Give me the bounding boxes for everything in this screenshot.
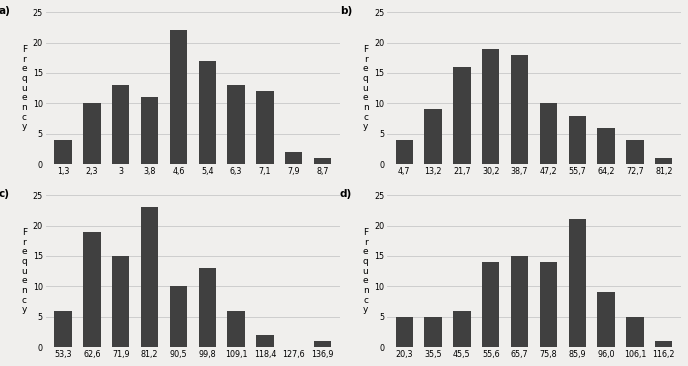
Bar xyxy=(256,91,274,164)
Bar xyxy=(227,311,245,347)
Bar xyxy=(54,140,72,164)
Bar xyxy=(227,85,245,164)
Bar xyxy=(626,140,643,164)
Bar xyxy=(141,207,158,347)
Y-axis label: F
r
e
q
u
e
n
c
y: F r e q u e n c y xyxy=(21,228,28,314)
Y-axis label: F
r
e
q
u
e
n
c
y: F r e q u e n c y xyxy=(363,228,369,314)
Bar xyxy=(568,116,586,164)
Bar xyxy=(540,262,557,347)
Bar xyxy=(396,140,413,164)
Bar xyxy=(285,152,302,164)
Bar xyxy=(141,97,158,164)
Bar xyxy=(655,341,672,347)
Bar xyxy=(256,335,274,347)
Bar xyxy=(453,67,471,164)
Bar xyxy=(482,49,499,164)
Bar xyxy=(314,158,331,164)
Bar xyxy=(540,103,557,164)
Bar xyxy=(482,262,499,347)
Text: d): d) xyxy=(340,189,352,199)
Text: a): a) xyxy=(0,6,10,16)
Bar xyxy=(199,268,216,347)
Bar xyxy=(511,256,528,347)
Bar xyxy=(112,256,129,347)
Bar xyxy=(314,341,331,347)
Bar xyxy=(424,317,442,347)
Bar xyxy=(626,317,643,347)
Bar xyxy=(511,55,528,164)
Bar xyxy=(83,232,100,347)
Bar xyxy=(54,311,72,347)
Y-axis label: F
r
e
q
u
e
n
c
y: F r e q u e n c y xyxy=(363,45,369,131)
Bar xyxy=(597,128,615,164)
Bar xyxy=(112,85,129,164)
Bar xyxy=(83,103,100,164)
Bar xyxy=(396,317,413,347)
Text: b): b) xyxy=(340,6,352,16)
Bar xyxy=(170,286,187,347)
Y-axis label: F
r
e
q
u
e
n
c
y: F r e q u e n c y xyxy=(21,45,28,131)
Text: c): c) xyxy=(0,189,10,199)
Bar xyxy=(655,158,672,164)
Bar xyxy=(453,311,471,347)
Bar xyxy=(199,61,216,164)
Bar xyxy=(597,292,615,347)
Bar xyxy=(568,220,586,347)
Bar xyxy=(424,109,442,164)
Bar xyxy=(170,30,187,164)
